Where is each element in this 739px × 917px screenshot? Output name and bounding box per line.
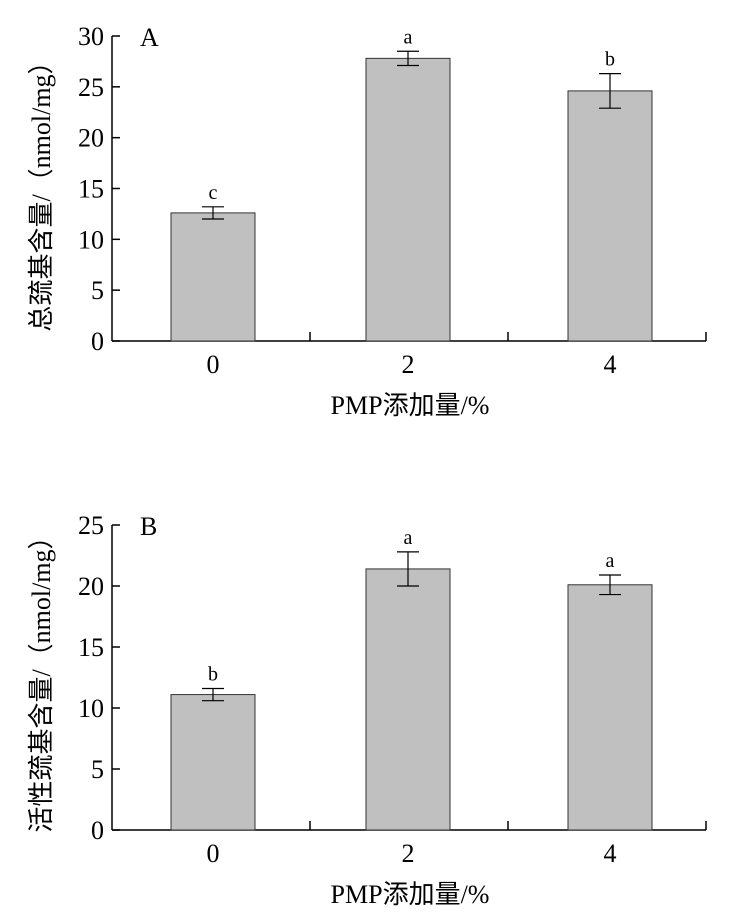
chart-panel-b: B 活性巯基含量/（nmol/mg） PMP添加量/% 0510152025b0… <box>27 511 707 909</box>
x-tick-label: 4 <box>604 839 617 868</box>
y-tick-label: 0 <box>91 816 104 845</box>
y-tick-label: 15 <box>78 175 104 204</box>
bar <box>365 568 451 831</box>
bar <box>365 57 451 342</box>
y-tick-label: 10 <box>78 694 104 723</box>
significance-label: c <box>209 182 218 204</box>
significance-label: a <box>606 550 615 572</box>
y-tick-label: 5 <box>91 276 104 305</box>
y-axis-label-b: 活性巯基含量/（nmol/mg） <box>27 523 56 832</box>
significance-label: b <box>605 49 615 71</box>
significance-label: a <box>404 527 413 549</box>
y-tick-label: 30 <box>78 22 104 51</box>
panel-label-a: A <box>140 23 159 52</box>
chart-marks-a: 0 5 10 15 20 25 30 c 0 a 2 b 4 <box>78 22 707 379</box>
y-tick-label: 25 <box>78 511 104 540</box>
y-tick-label: 20 <box>78 572 104 601</box>
x-tick-label: 2 <box>402 350 415 379</box>
y-tick-label: 15 <box>78 633 104 662</box>
significance-label: a <box>404 26 413 48</box>
significance-label: b <box>208 663 218 685</box>
y-tick-label: 0 <box>91 327 104 356</box>
y-tick-label: 20 <box>78 124 104 153</box>
x-tick-label: 0 <box>207 839 220 868</box>
x-axis-label-a: PMP添加量/% <box>331 391 490 420</box>
panel-label-b: B <box>140 512 157 541</box>
x-tick-label: 2 <box>402 839 415 868</box>
y-tick-label: 10 <box>78 225 104 254</box>
y-axis-label-a: 总巯基含量/（nmol/mg） <box>27 48 56 331</box>
bar <box>567 90 653 342</box>
y-tick-label: 25 <box>78 73 104 102</box>
bar <box>567 584 653 831</box>
bar <box>170 212 256 342</box>
chart-marks-b: 0 5 10 15 20 25 b 0 a 2 a 4 <box>78 511 707 868</box>
x-tick-label: 4 <box>604 350 617 379</box>
y-tick-label: 5 <box>91 755 104 784</box>
bar <box>170 694 256 831</box>
x-tick-label: 0 <box>207 350 220 379</box>
chart-panel-a: A 总巯基含量/（nmol/mg） PMP添加量/% 051015202530c… <box>27 22 707 420</box>
x-axis-label-b: PMP添加量/% <box>331 880 490 909</box>
